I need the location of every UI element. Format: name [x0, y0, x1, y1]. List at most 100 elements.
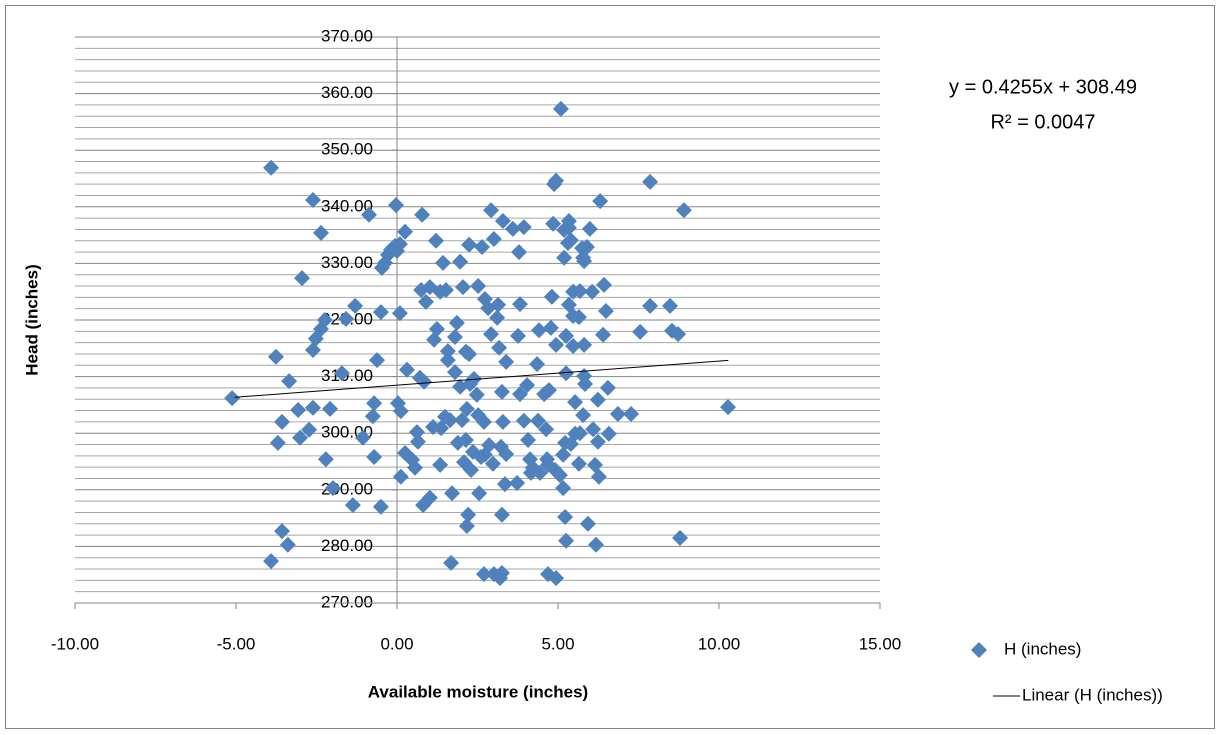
- x-tick-label: 0.00: [380, 634, 413, 653]
- scatter-point: [292, 429, 309, 446]
- scatter-point: [672, 529, 689, 546]
- scatter-point: [609, 405, 626, 422]
- scatter-point: [269, 434, 286, 451]
- scatter-point: [498, 446, 515, 463]
- scatter-point: [461, 236, 478, 253]
- scatter-point: [539, 451, 556, 468]
- x-tick-label: -5.00: [217, 634, 256, 653]
- scatter-point: [548, 336, 565, 353]
- scatter-point: [471, 485, 488, 502]
- scatter-point: [408, 424, 425, 441]
- scatter-point: [520, 431, 537, 448]
- scatter-point: [720, 399, 737, 416]
- scatter-point: [589, 433, 606, 450]
- scatter-point: [596, 276, 613, 293]
- legend-marker: [971, 642, 987, 658]
- scatter-point: [555, 480, 572, 497]
- scatter-point: [470, 278, 487, 295]
- x-tick-label: -10.00: [51, 634, 99, 653]
- scatter-point: [274, 413, 291, 430]
- scatter-point: [571, 425, 588, 442]
- x-tick-label: 15.00: [859, 634, 902, 653]
- scatter-point: [347, 297, 364, 314]
- trendline-equation: y = 0.4255x + 308.49: [949, 76, 1137, 98]
- scatter-point: [417, 293, 434, 310]
- scatter-point: [458, 518, 475, 535]
- scatter-point: [463, 461, 480, 478]
- scatter-point: [592, 193, 609, 210]
- scatter-point: [599, 379, 616, 396]
- scatter-point: [366, 448, 383, 465]
- scatter-point: [435, 254, 452, 271]
- scatter-point: [316, 312, 333, 328]
- scatter-point: [512, 296, 529, 313]
- scatter-point: [443, 554, 460, 571]
- chart-frame: [5, 5, 1215, 729]
- scatter-point: [548, 172, 565, 189]
- scatter-point: [494, 413, 511, 430]
- scatter-point: [457, 343, 474, 360]
- scatter-point: [595, 326, 612, 343]
- scatter-point: [515, 412, 532, 429]
- scatter-point: [388, 197, 405, 214]
- scatter-point: [483, 202, 500, 219]
- scatter-point: [576, 253, 593, 270]
- scatter-point: [623, 405, 640, 422]
- scatter-point: [304, 399, 321, 416]
- scatter-point: [493, 506, 510, 523]
- scatter-point: [579, 515, 596, 532]
- scatter-point: [427, 232, 444, 249]
- scatter-point: [391, 236, 408, 253]
- scatter-point: [590, 468, 607, 485]
- scatter-point: [570, 455, 587, 472]
- trendline: [234, 359, 729, 398]
- scatter-point: [581, 220, 598, 237]
- scatter-point: [675, 202, 692, 219]
- scatter-point: [493, 383, 510, 400]
- scatter-point: [642, 173, 659, 190]
- scatter-point: [391, 305, 408, 322]
- scatter-point: [584, 283, 601, 300]
- scatter-point: [446, 364, 463, 381]
- scatter-point: [452, 253, 469, 270]
- y-tick-label: 350.00: [321, 140, 373, 159]
- scatter-point: [567, 394, 584, 411]
- scatter-point: [354, 429, 371, 446]
- scatter-point: [600, 425, 617, 442]
- scatter-point: [448, 314, 465, 331]
- scatter-point: [409, 433, 426, 450]
- scatter-point: [344, 497, 361, 514]
- scatter-point: [290, 401, 307, 418]
- x-tick-label: 5.00: [541, 634, 574, 653]
- scatter-point: [313, 224, 330, 241]
- scatter-point: [585, 421, 602, 438]
- scatter-point: [531, 322, 548, 339]
- scatter-point: [483, 326, 500, 343]
- scatter-point: [442, 412, 459, 429]
- scatter-point: [324, 480, 341, 497]
- scatter-point: [322, 400, 339, 417]
- scatter-point: [304, 192, 321, 209]
- scatter-point: [489, 309, 506, 326]
- scatter-point: [490, 296, 507, 313]
- scatter-point: [504, 220, 521, 237]
- scatter-point: [454, 412, 471, 429]
- scatter-point: [372, 498, 389, 515]
- scatter-point: [294, 270, 311, 287]
- scatter-point: [465, 370, 482, 387]
- scatter-point: [457, 431, 474, 448]
- scatter-point: [428, 321, 445, 338]
- scatter-point: [632, 323, 649, 340]
- scatter-point: [224, 390, 241, 407]
- scatter-point: [267, 348, 284, 365]
- scatter-point: [515, 219, 532, 236]
- scatter-point: [670, 326, 687, 343]
- scatter-point: [437, 282, 454, 299]
- scatter-point: [392, 468, 409, 485]
- scatter-point: [558, 532, 575, 549]
- scatter-point: [475, 413, 492, 430]
- scatter-point: [529, 356, 546, 373]
- scatter-point: [274, 523, 291, 540]
- scatter-point: [556, 249, 573, 266]
- scatter-point: [531, 464, 548, 481]
